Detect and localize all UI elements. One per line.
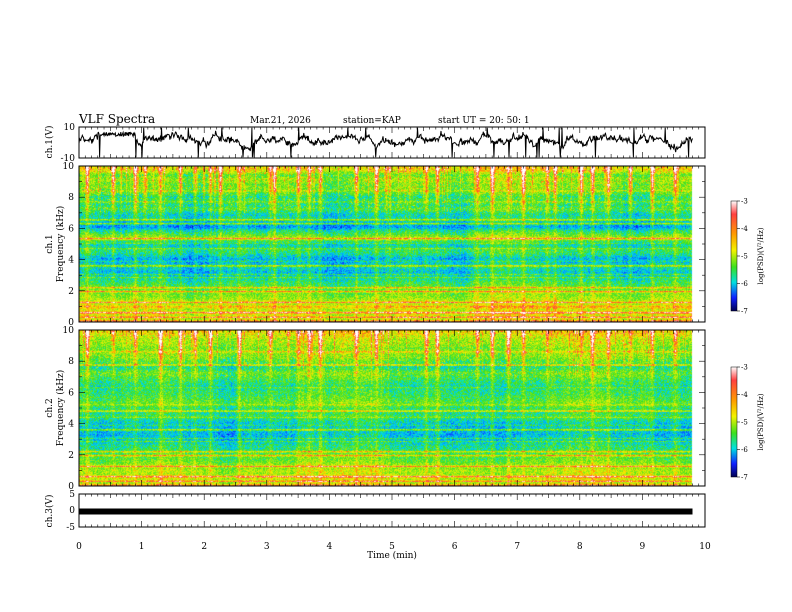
time-tick-label: 9 <box>640 542 646 552</box>
ch2-spectrogram-image <box>79 330 705 486</box>
ch1-colorbar-label: log(PSD)(V²/Hz) <box>757 227 765 284</box>
time-xtick-labels: 0 1 2 3 4 5 6 7 8 9 10 <box>76 542 711 552</box>
colorbar-tick-label: -7 <box>741 474 748 482</box>
time-tick-label: 1 <box>139 542 145 552</box>
time-tick-label: 7 <box>514 542 520 552</box>
ch1-channel-label: ch.1 <box>45 234 55 253</box>
ch1-waveform-trace <box>78 127 693 158</box>
ch2-spectrogram-panel: 0 2 4 6 8 10 ch.2 Frequency (kHz) <box>45 326 706 492</box>
time-tick-label: 2 <box>201 542 207 552</box>
ch2-channel-label: ch.2 <box>45 398 55 417</box>
frequency-tick-label: 4 <box>68 256 74 266</box>
ch1-spectrogram-ticks <box>78 165 706 323</box>
colorbar-tick-label: -7 <box>741 308 748 316</box>
colorbar-tick-label: -6 <box>741 280 748 288</box>
ch2-spectrogram-ytick-labels: 0 2 4 6 8 10 <box>63 326 75 492</box>
colorbar-tick-label: -4 <box>741 391 748 399</box>
ch1-waveform-ylabel: ch.1(V) <box>44 126 55 159</box>
time-tick-label: 4 <box>327 542 333 552</box>
frequency-tick-label: 0 <box>68 482 74 492</box>
frequency-tick-label: 2 <box>68 451 74 461</box>
ch3-waveform-panel: 5 0 -5 ch.3(V) 0 1 2 3 4 5 6 7 8 9 10 Time (min) <box>44 490 711 561</box>
frequency-tick-label: 0 <box>68 318 74 328</box>
ch3-ytick-bottom: -5 <box>66 523 75 533</box>
colorbar-tick-label: -4 <box>741 225 748 233</box>
time-tick-label: 8 <box>577 542 583 552</box>
ch2-colorbar-label: log(PSD)(V²/Hz) <box>757 393 765 450</box>
frequency-tick-label: 10 <box>63 162 75 172</box>
ch3-waveform-trace <box>79 508 693 515</box>
time-xlabel: Time (min) <box>367 550 417 561</box>
time-tick-label: 0 <box>76 542 82 552</box>
frequency-tick-label: 8 <box>68 193 74 203</box>
ch3-waveform-ylabel: ch.3(V) <box>44 495 55 528</box>
ch1-colorbar: -3 -4 -5 -6 -7 log(PSD)(V²/Hz) <box>730 198 765 316</box>
ch3-ytick-top: 5 <box>69 490 75 500</box>
ch3-ytick-mid: 0 <box>69 506 75 516</box>
colorbar-tick-label: -6 <box>741 446 748 454</box>
frequency-tick-label: 10 <box>63 326 75 336</box>
frequency-tick-label: 8 <box>68 357 74 367</box>
time-tick-label: 6 <box>452 542 458 552</box>
frequency-tick-label: 2 <box>68 287 74 297</box>
time-tick-label: 5 <box>389 542 395 552</box>
ch1-spectrogram-panel: 0 2 4 6 8 10 ch.1 Frequency (kHz) <box>45 162 706 328</box>
ch3-waveform-ticks <box>78 494 706 527</box>
ch1-ytick-bottom: -10 <box>61 154 76 164</box>
ch2-colorbar: -3 -4 -5 -6 -7 log(PSD)(V²/Hz) <box>730 364 765 482</box>
ch1-waveform-panel: 10 -10 ch.1(V) <box>44 123 706 164</box>
ch1-spectrogram-image <box>79 166 705 322</box>
station-label: station=KAP <box>343 116 401 126</box>
ch2-colorbar-scale <box>730 366 738 478</box>
ch1-colorbar-scale <box>730 200 738 312</box>
ch2-colorbar-ticks: -3 -4 -5 -6 -7 <box>737 364 748 482</box>
ch2-spectrogram-ticks <box>78 329 706 487</box>
time-tick-label: 3 <box>264 542 270 552</box>
figure-title: VLF Spectra <box>78 112 155 126</box>
ch1-colorbar-ticks: -3 -4 -5 -6 -7 <box>737 198 748 316</box>
ch2-frequency-ylabel: Frequency (kHz) <box>55 370 66 447</box>
time-tick-label: 10 <box>699 542 711 552</box>
colorbar-tick-label: -5 <box>741 253 748 261</box>
date-label: Mar.21, 2026 <box>250 116 311 126</box>
start-time-label: start UT = 20: 50: 1 <box>438 116 530 126</box>
ch1-waveform-ticks <box>78 127 706 158</box>
ch1-frequency-ylabel: Frequency (kHz) <box>55 206 66 283</box>
frequency-tick-label: 6 <box>68 224 74 234</box>
frequency-tick-label: 6 <box>68 388 74 398</box>
colorbar-tick-label: -3 <box>741 364 748 372</box>
ch1-ytick-top: 10 <box>64 123 76 133</box>
ch1-spectrogram-ytick-labels: 0 2 4 6 8 10 <box>63 162 75 328</box>
colorbar-tick-label: -5 <box>741 419 748 427</box>
colorbar-tick-label: -3 <box>741 198 748 206</box>
frequency-tick-label: 4 <box>68 420 74 430</box>
